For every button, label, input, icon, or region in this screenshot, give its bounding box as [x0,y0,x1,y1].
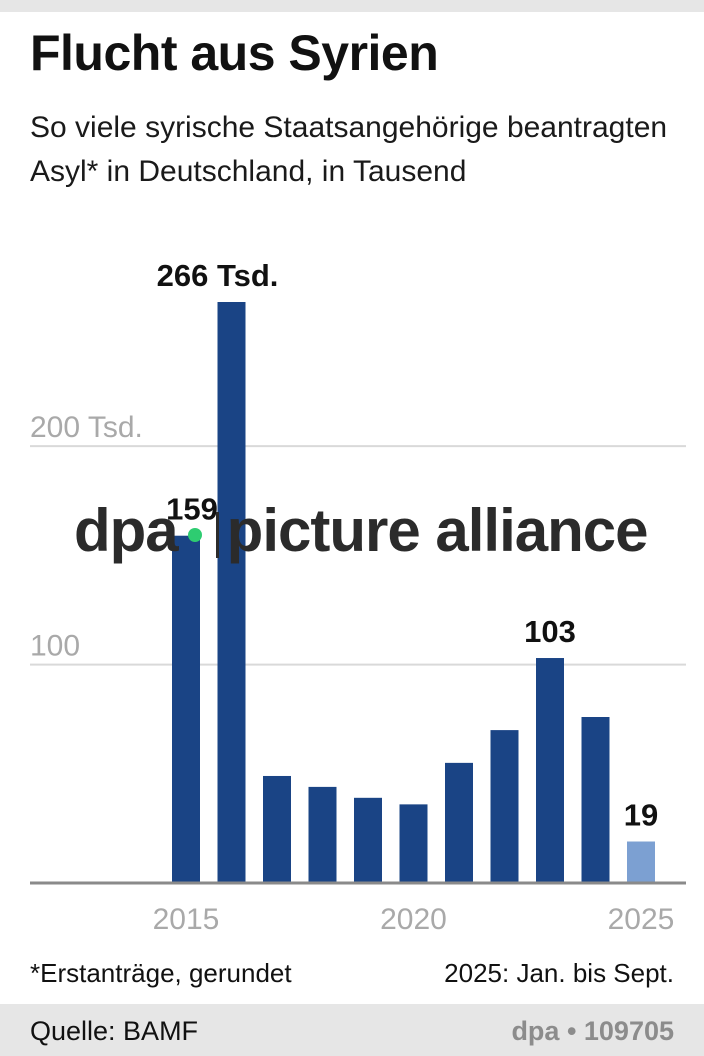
bar-2021 [445,762,473,883]
bar-2025 [627,841,655,883]
bar-2023 [536,658,564,883]
top-bar [0,0,704,12]
x-tick-label-2020: 2020 [380,903,447,936]
watermark-dot-icon [187,528,202,543]
bar-chart: 100 200 Tsd. 2015 2020 2025 159 266 Tsd. 103 19 [30,258,686,936]
bar-2019 [354,797,382,883]
footnote: *Erstanträge, gerundet [30,958,292,988]
watermark-right: picture alliance [226,497,649,564]
y-tick-label-100: 100 [30,630,80,663]
bar-2018 [308,786,337,883]
credit-label: dpa • 109705 [511,1016,674,1046]
footer-bar: Quelle: BAMF dpa • 109705 [0,1004,704,1056]
bar-2024 [581,717,610,883]
period-note: 2025: Jan. bis Sept. [444,958,674,988]
source-label: Quelle: BAMF [30,1016,199,1046]
bar-2022 [490,730,519,883]
data-label-2025: 19 [624,798,658,833]
x-tick-label-2015: 2015 [153,903,220,936]
chart-subtitle: So viele syrische Staatsangehörige beant… [30,111,668,188]
data-label-2015: 159 [166,492,218,527]
bar-2015 [172,535,200,883]
chart-title: Flucht aus Syrien [30,25,439,81]
bar-2017 [263,775,291,883]
data-label-2016: 266 Tsd. [157,258,279,293]
x-tick-label-2025: 2025 [608,903,675,936]
bar-2016 [217,302,246,883]
data-label-2023: 103 [524,614,576,649]
bar-2020 [399,804,428,883]
watermark: dpa picture alliance [74,496,649,565]
watermark-cursor-icon [215,512,219,559]
y-tick-label-200: 200 Tsd. [30,411,143,444]
watermark-left: dpa [74,497,179,564]
